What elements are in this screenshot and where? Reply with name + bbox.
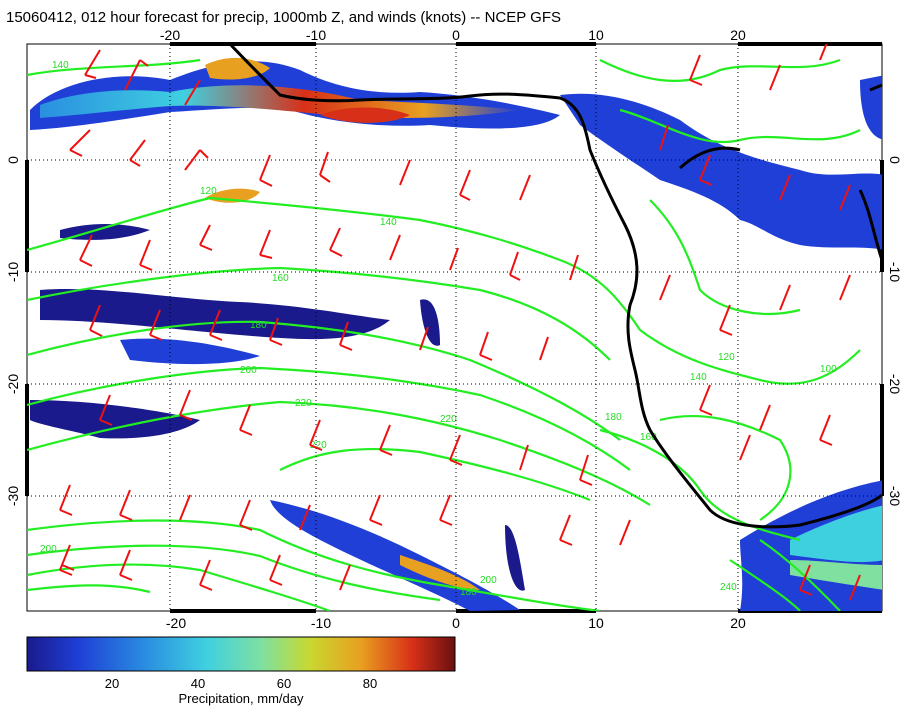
height-contours — [27, 58, 861, 611]
lon-tick-label: 10 — [588, 615, 604, 631]
colorbar-tick: 20 — [105, 676, 119, 691]
lat-tick-label: -30 — [887, 486, 903, 506]
lat-tick-label: -20 — [5, 374, 21, 394]
contour-label: 240 — [720, 582, 737, 593]
colorbar-gradient — [26, 636, 456, 672]
wind-barbs — [59, 44, 861, 601]
lat-tick-label: 0 — [887, 156, 903, 164]
contour-label: 180 — [605, 412, 622, 423]
lon-tick-label: -10 — [311, 615, 331, 631]
colorbar: 20 40 60 80 Precipitation, mm/day — [26, 636, 456, 706]
lon-tick-label: 0 — [452, 27, 460, 43]
lon-tick-label: 10 — [588, 27, 604, 43]
lat-tick-label: -10 — [887, 262, 903, 282]
contour-label: 220 — [310, 440, 327, 451]
contour-label: 120 — [718, 352, 735, 363]
contour-label: 120 — [200, 186, 217, 197]
contour-label: 180 — [250, 320, 267, 331]
lat-tick-label: -10 — [5, 262, 21, 282]
contour-label: 200 — [480, 575, 497, 586]
contour-label: 140 — [52, 60, 69, 71]
contour-label: 160 — [272, 273, 289, 284]
lon-tick-label: -20 — [166, 615, 186, 631]
contour-labels: 140 120 140 160 180 200 220 220 220 200 … — [40, 60, 837, 598]
lat-tick-label: -30 — [5, 486, 21, 506]
colorbar-label: Precipitation, mm/day — [179, 691, 304, 706]
contour-label: 160 — [640, 432, 657, 443]
contour-label: 200 — [40, 544, 57, 555]
contour-label: 220 — [295, 398, 312, 409]
lon-tick-label: 20 — [730, 615, 746, 631]
lon-ticks-top: -20 -10 0 10 20 — [160, 27, 746, 43]
lat-tick-label: -20 — [887, 374, 903, 394]
lon-tick-label: 20 — [730, 27, 746, 43]
colorbar-tick: 60 — [277, 676, 291, 691]
lat-ticks-right: 0 -10 -20 -30 — [887, 156, 903, 506]
lon-ticks-bottom: -20 -10 0 10 20 — [166, 615, 746, 631]
contour-label: 180 — [460, 587, 477, 598]
map-title: 15060412, 012 hour forecast for precip, … — [6, 9, 561, 26]
lat-tick-label: 0 — [5, 156, 21, 164]
lon-tick-label: -10 — [306, 27, 326, 43]
colorbar-tick: 40 — [191, 676, 205, 691]
lat-ticks-left: 0 -10 -20 -30 — [5, 156, 21, 506]
lon-tick-label: -20 — [160, 27, 180, 43]
coastline — [228, 44, 882, 529]
lon-tick-label: 0 — [452, 615, 460, 631]
colorbar-tick: 80 — [363, 676, 377, 691]
contour-label: 220 — [440, 414, 457, 425]
contour-label: 140 — [380, 217, 397, 228]
contour-label: 100 — [820, 364, 837, 375]
contour-label: 140 — [690, 372, 707, 383]
graticule — [27, 44, 882, 611]
contour-label: 200 — [240, 365, 257, 376]
